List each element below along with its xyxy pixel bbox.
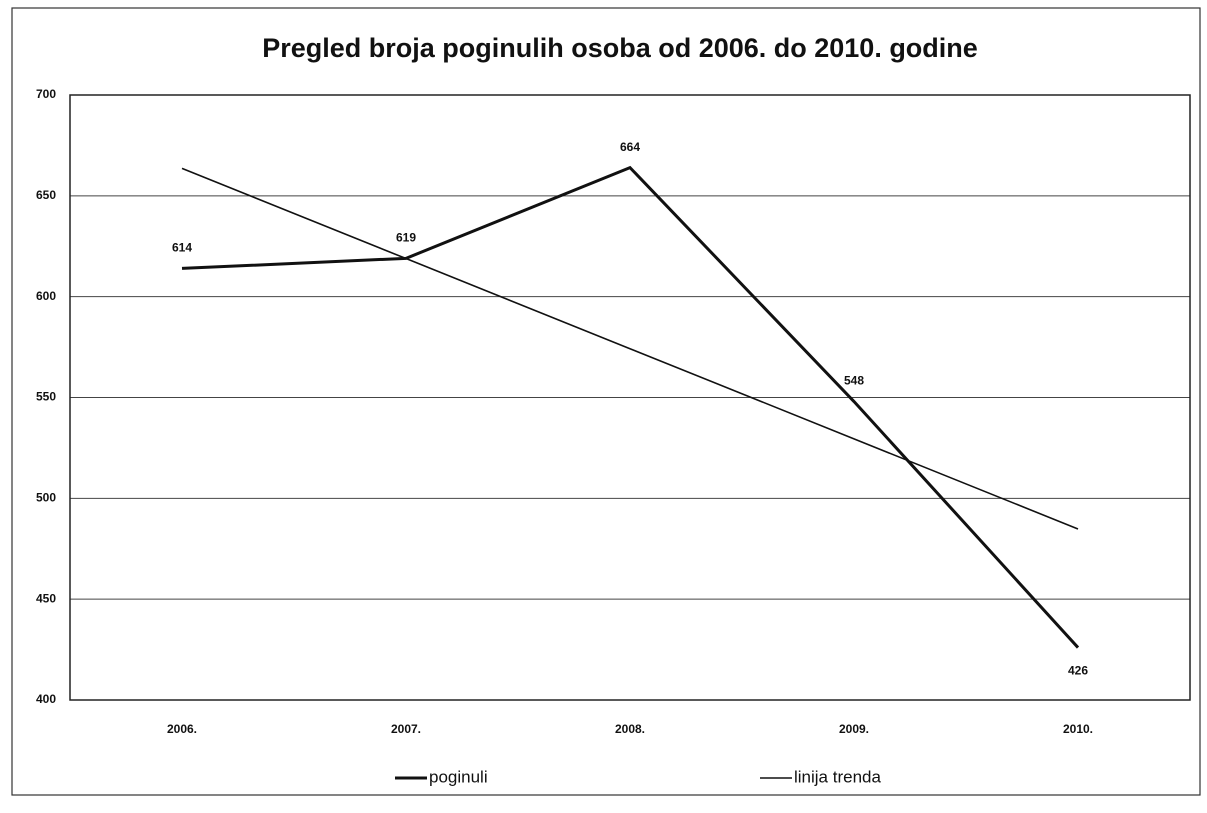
chart-title: Pregled broja poginulih osoba od 2006. d… [262, 33, 978, 63]
data-label: 664 [620, 140, 640, 154]
plot-area [69, 94, 1191, 701]
data-label: 426 [1068, 664, 1088, 678]
x-tick-label: 2007. [391, 722, 421, 736]
y-tick-label: 550 [36, 390, 56, 404]
x-tick-label: 2006. [167, 722, 197, 736]
y-tick-label: 400 [36, 692, 56, 706]
data-label: 614 [172, 241, 192, 255]
x-tick-label: 2009. [839, 722, 869, 736]
y-tick-label: 600 [36, 289, 56, 303]
legend-label: poginuli [429, 767, 488, 786]
y-tick-label: 650 [36, 188, 56, 202]
y-tick-label: 700 [36, 87, 56, 101]
y-tick-label: 500 [36, 491, 56, 505]
chart-frame [11, 7, 1201, 796]
x-tick-label: 2008. [615, 722, 645, 736]
series-line [181, 165, 1080, 649]
data-label: 619 [396, 231, 416, 245]
series-line [181, 167, 1079, 530]
data-label: 548 [844, 374, 864, 388]
x-tick-label: 2010. [1063, 722, 1093, 736]
legend-label: linija trenda [794, 767, 881, 786]
y-tick-label: 450 [36, 591, 56, 605]
